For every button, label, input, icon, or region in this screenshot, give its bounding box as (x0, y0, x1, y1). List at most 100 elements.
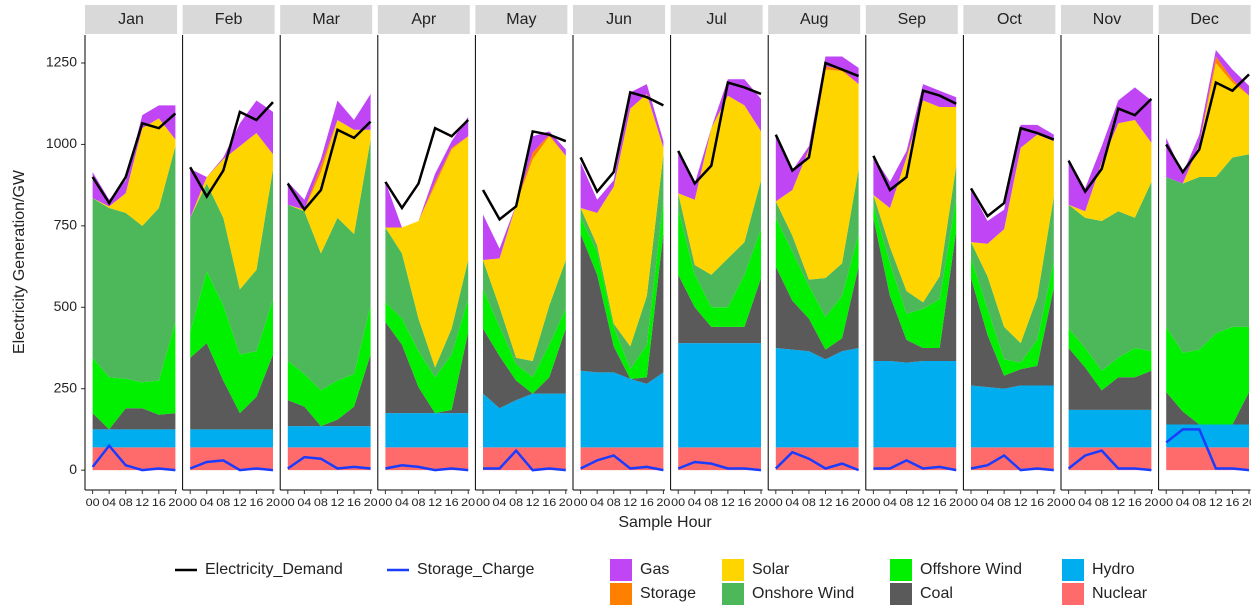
legend-key (1062, 583, 1084, 605)
facet-title: Jul (706, 11, 726, 28)
facet-strip (1061, 5, 1153, 34)
x-tick-label: 04 (200, 497, 214, 509)
area (385, 116, 469, 228)
facet-strip (377, 5, 470, 34)
legend-label: Onshore Wind (752, 585, 854, 602)
area (190, 429, 273, 448)
area (385, 227, 469, 378)
area (483, 260, 566, 378)
area (775, 69, 859, 280)
area (385, 299, 469, 414)
x-tick-label: 04 (590, 497, 604, 509)
area (1166, 326, 1249, 425)
area (1068, 181, 1152, 371)
x-tick-label: 00 (574, 497, 588, 509)
area (92, 429, 176, 448)
legend-key (1062, 559, 1084, 581)
area (1166, 447, 1249, 471)
area (483, 131, 566, 261)
x-tick-label: 00 (671, 497, 685, 509)
legend-label: Hydro (1092, 561, 1135, 578)
line (774, 61, 860, 173)
legend-key (610, 583, 632, 605)
area (971, 385, 1054, 448)
area (678, 343, 761, 448)
area (1166, 49, 1249, 184)
y-axis-title: Electricity Generation/GW (11, 169, 28, 354)
area (971, 277, 1054, 389)
area (1166, 154, 1249, 353)
legend-label: Offshore Wind (920, 561, 1022, 578)
x-tick-label: 08 (216, 497, 230, 509)
x-tick-label: 00 (378, 497, 392, 509)
x-tick-label: 12 (330, 497, 344, 509)
area (678, 209, 761, 327)
x-tick-label: 12 (623, 497, 637, 509)
area (483, 289, 566, 394)
legend-key (610, 559, 632, 581)
area (580, 370, 664, 448)
area (678, 447, 761, 471)
area (775, 56, 859, 202)
area (1166, 424, 1249, 448)
x-tick-label: 00 (964, 497, 978, 509)
facet-title: Oct (997, 11, 1022, 28)
line (580, 454, 664, 472)
area (873, 217, 957, 363)
area (775, 217, 859, 350)
legend-label: Gas (640, 561, 669, 578)
area (483, 328, 566, 409)
area (483, 393, 566, 448)
x-tick-label: 00 (86, 497, 100, 509)
area (580, 154, 664, 370)
area (971, 124, 1054, 244)
x-tick-label: 04 (1078, 497, 1092, 509)
area (971, 258, 1054, 376)
area (92, 118, 176, 226)
facet-title: Sep (898, 11, 927, 28)
area (287, 305, 371, 427)
area (287, 447, 371, 471)
x-axis-title: Sample Hour (618, 514, 712, 531)
facet-strip (670, 5, 763, 34)
x-tick-label: 20 (1144, 497, 1158, 509)
line (579, 90, 664, 194)
facet-strip (963, 5, 1056, 34)
y-tick-label: 250 (54, 379, 78, 395)
legend-key (722, 583, 744, 605)
y-tick-label: 1250 (46, 54, 77, 70)
facet-title: Mar (312, 11, 340, 28)
x-tick-label: 12 (233, 497, 247, 509)
x-tick-label: 04 (493, 497, 507, 509)
x-tick-label: 04 (297, 497, 311, 509)
area (190, 168, 273, 355)
line (872, 89, 957, 192)
y-tick-label: 0 (69, 461, 77, 477)
legend-key (890, 583, 912, 605)
area (775, 447, 859, 471)
area (92, 447, 176, 471)
area (1068, 347, 1152, 410)
area (873, 361, 957, 448)
x-tick-label: 20 (949, 497, 963, 509)
x-tick-label: 16 (152, 497, 166, 509)
area (580, 84, 664, 213)
x-tick-label: 20 (168, 497, 182, 509)
x-tick-label: 12 (1209, 497, 1223, 509)
area (287, 120, 371, 254)
area (92, 408, 176, 430)
x-tick-label: 08 (119, 497, 133, 509)
line (91, 443, 176, 472)
facet-title: Feb (215, 11, 243, 28)
x-tick-label: 12 (135, 497, 149, 509)
x-tick-label: 08 (1192, 497, 1206, 509)
line (677, 80, 762, 186)
area (385, 413, 469, 448)
line (677, 460, 762, 472)
line (969, 126, 1055, 218)
area (775, 266, 859, 360)
line (287, 455, 371, 470)
x-tick-label: 20 (852, 497, 866, 509)
x-tick-label: 20 (656, 497, 670, 509)
x-tick-label: 16 (1225, 497, 1239, 509)
